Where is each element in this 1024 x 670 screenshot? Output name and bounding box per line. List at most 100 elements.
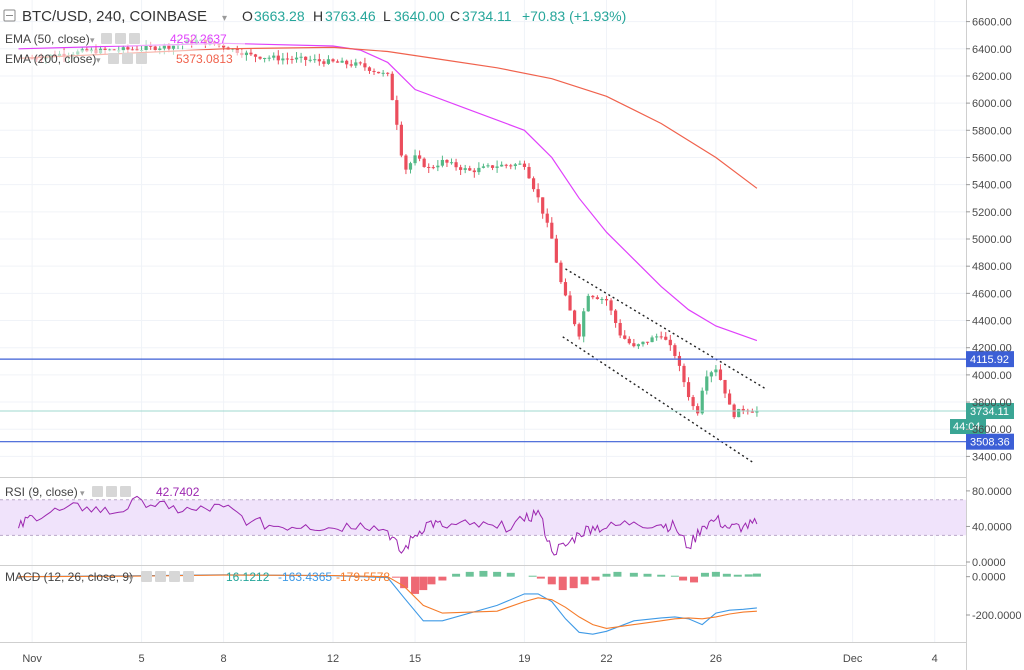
time-tick-label: 15 xyxy=(409,653,421,665)
candle-body xyxy=(741,408,745,411)
ema200-settings-icon[interactable] xyxy=(122,53,133,64)
candle-body xyxy=(244,52,248,56)
macd-histogram-bar xyxy=(690,576,699,583)
close-label: C xyxy=(450,8,460,24)
macd-histogram-bar xyxy=(438,576,447,581)
time-tick-label: Nov xyxy=(22,653,42,665)
rsi-tick-label: 40.0000 xyxy=(972,521,1012,533)
macd-settings-icon[interactable] xyxy=(155,571,166,582)
candle-body xyxy=(750,411,754,413)
candle-body xyxy=(550,222,554,239)
candle-body xyxy=(623,335,627,339)
ema200-dropdown-icon[interactable]: ▾ xyxy=(96,55,101,65)
candle-body xyxy=(431,167,435,169)
candle-body xyxy=(563,282,568,296)
candle-body xyxy=(326,59,331,64)
ema50-close-icon[interactable] xyxy=(129,33,140,44)
time-axis[interactable]: Nov 5 8 12 15 19 22 26 Dec 4 xyxy=(22,653,937,665)
macd-series xyxy=(18,570,761,635)
candle-body xyxy=(304,56,308,60)
ema50-label: EMA (50, close) xyxy=(5,32,90,46)
macd-histogram-bar xyxy=(547,576,556,585)
candle-body xyxy=(171,45,176,49)
time-tick-label: 8 xyxy=(221,653,227,665)
candle-body xyxy=(363,63,367,68)
macd-histogram-bar xyxy=(479,570,488,577)
macd-more-icon[interactable] xyxy=(183,571,194,582)
candle-body xyxy=(490,165,495,168)
rsi-close-icon[interactable] xyxy=(120,486,131,497)
countdown-tag-label: 44:04 xyxy=(953,421,981,433)
candle-body xyxy=(522,163,527,167)
ema50-visibility-icon[interactable] xyxy=(101,33,112,44)
candle-body xyxy=(472,170,476,173)
candle-body xyxy=(668,339,672,346)
candle-body xyxy=(682,365,686,383)
candle-body xyxy=(340,60,344,63)
macd-histogram-bar xyxy=(602,573,611,577)
macd-histogram-bar xyxy=(452,573,461,577)
candle-body xyxy=(427,166,431,168)
candle-body xyxy=(272,55,276,58)
macd-dropdown-icon[interactable]: ▾ xyxy=(129,573,134,583)
candle-body xyxy=(477,167,481,173)
price-tick-label: 3600.00 xyxy=(972,424,1012,436)
candle-body xyxy=(586,295,590,312)
rsi-settings-icon[interactable] xyxy=(106,486,117,497)
macd-value-line: -163.4365 xyxy=(278,570,332,584)
channel-upper-line xyxy=(565,268,766,390)
candle-body xyxy=(399,124,403,156)
candle-body xyxy=(285,58,290,60)
collapse-icon[interactable] xyxy=(3,9,16,22)
ema200-close-icon[interactable] xyxy=(136,53,147,64)
ema200-visibility-icon[interactable] xyxy=(108,53,119,64)
symbol-dropdown-icon[interactable]: ▾ xyxy=(222,13,227,24)
candle-body xyxy=(554,238,558,263)
candle-body xyxy=(408,163,413,170)
macd-histogram-bar xyxy=(657,574,666,577)
candle-body xyxy=(714,369,718,373)
candle-body xyxy=(249,52,253,55)
candle-body xyxy=(595,297,599,300)
candle-body xyxy=(345,60,349,65)
macd-histogram-bar xyxy=(419,576,428,591)
price-tick-label: 4400.00 xyxy=(972,316,1012,328)
candle-body xyxy=(705,376,709,391)
candle-body xyxy=(449,162,454,164)
candle-body xyxy=(440,159,444,166)
macd-value-histogram: 16.1212 xyxy=(226,570,270,584)
time-tick-label: 12 xyxy=(327,653,339,665)
open-label: O xyxy=(242,8,253,24)
price-tick-label: 6200.00 xyxy=(972,71,1012,83)
countdown-tag xyxy=(950,419,986,435)
level-price-tag-label: 3508.36 xyxy=(970,437,1010,449)
macd-visibility-icon[interactable] xyxy=(141,571,152,582)
candle-body xyxy=(103,48,107,51)
candle-body xyxy=(591,295,595,298)
ema50-dropdown-icon[interactable]: ▾ xyxy=(90,35,95,45)
rsi-legend: RSI (9, close) ▾ 42.7402 xyxy=(5,485,200,499)
rsi-visibility-icon[interactable] xyxy=(92,486,103,497)
candle-body xyxy=(126,47,130,50)
macd-histogram-bar xyxy=(427,576,436,585)
candle-body xyxy=(331,59,335,62)
candle-body xyxy=(386,72,390,74)
candle-body xyxy=(636,344,641,347)
ema50-settings-icon[interactable] xyxy=(115,33,126,44)
candle-body xyxy=(673,345,677,356)
macd-histogram-bar xyxy=(629,572,638,577)
ema200-label: EMA (200, close) xyxy=(5,52,96,66)
price-axis[interactable]: 3400.00 3600.00 3800.00 4000.00 4200.00 4400.… xyxy=(966,17,1022,622)
macd-close-icon[interactable] xyxy=(169,571,180,582)
macd-histogram-bar xyxy=(536,576,545,579)
low-value: 3640.00 xyxy=(394,8,445,24)
candle-body xyxy=(263,57,267,59)
candle-body xyxy=(381,72,385,74)
rsi-dropdown-icon[interactable]: ▾ xyxy=(80,488,85,498)
candle-body xyxy=(755,410,759,413)
candle-body xyxy=(395,100,399,125)
candle-body xyxy=(463,168,467,170)
candle-body xyxy=(655,336,659,338)
candle-body xyxy=(645,341,650,343)
